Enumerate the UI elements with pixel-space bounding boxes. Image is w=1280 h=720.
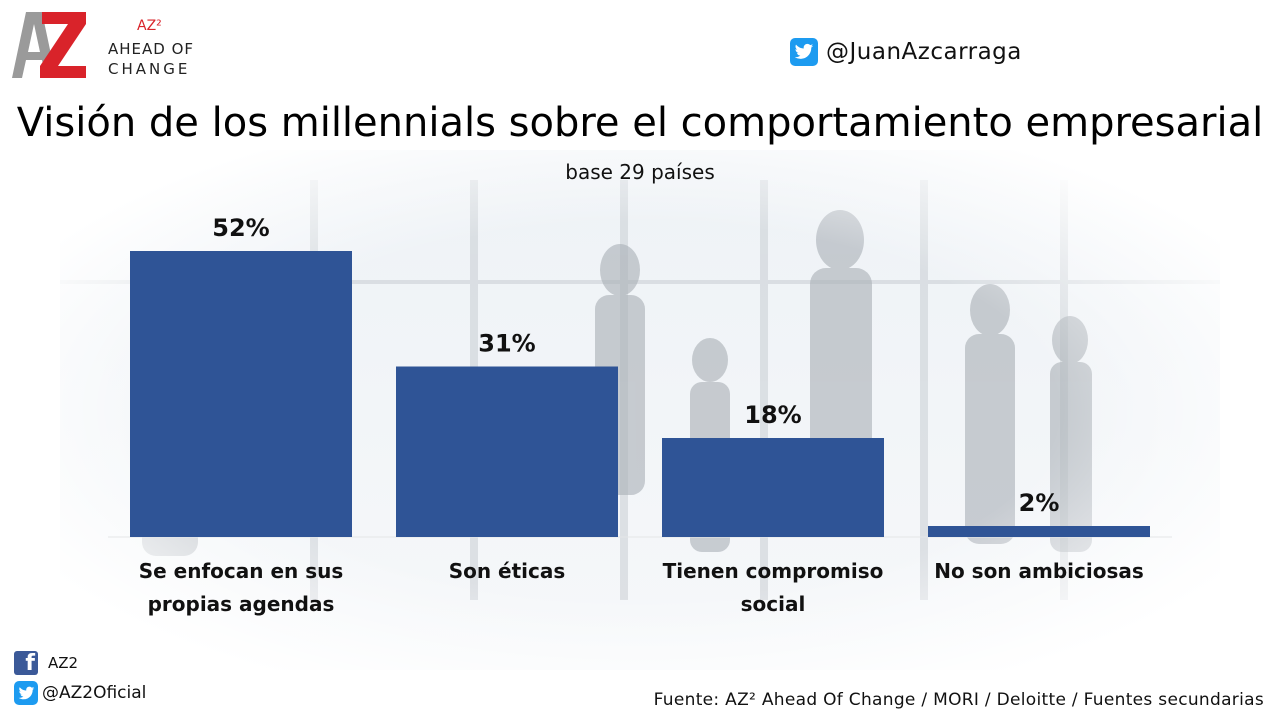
chart-title: Visión de los millennials sobre el compo… <box>16 100 1264 146</box>
social-links: f AZ2 @AZ2Oficial <box>14 648 146 708</box>
az2-logo: AZ² AHEAD OF CHANGE <box>12 12 202 82</box>
logo-superscript-text: AZ² <box>137 18 162 34</box>
category-label-0-line-1: propias agendas <box>148 592 335 616</box>
twitter-handle-top[interactable]: @JuanAzcarraga <box>790 36 1022 68</box>
twitter-handle-text: @JuanAzcarraga <box>826 39 1022 65</box>
facebook-name: AZ2 <box>48 654 79 672</box>
bar-1 <box>396 366 618 537</box>
value-label-1: 31% <box>478 330 535 358</box>
value-label-0: 52% <box>212 214 269 242</box>
source-note: Fuente: AZ² Ahead Of Change / MORI / Del… <box>653 690 1264 710</box>
category-label-1-line-0: Son éticas <box>449 559 566 583</box>
value-label-2: 18% <box>744 401 801 429</box>
chart-subtitle: base 29 países <box>565 160 715 184</box>
value-label-3: 2% <box>1019 489 1060 517</box>
bar-2 <box>662 438 884 537</box>
bar-0 <box>130 251 352 537</box>
twitter-link-bottom[interactable]: @AZ2Oficial <box>14 678 146 708</box>
category-label-2-line-1: social <box>741 592 806 616</box>
bar-3 <box>928 526 1150 537</box>
facebook-icon: f <box>14 651 38 675</box>
twitter-handle-bottom: @AZ2Oficial <box>42 683 147 703</box>
logo-tagline-line1: AHEAD OF <box>108 40 195 58</box>
logo-tagline-line2: CHANGE <box>108 60 191 78</box>
az2-logo-mark <box>12 12 86 78</box>
category-label-3-line-0: No son ambiciosas <box>934 559 1144 583</box>
facebook-link[interactable]: f AZ2 <box>14 648 146 678</box>
category-label-2-line-0: Tienen compromiso <box>663 559 884 583</box>
category-label-0-line-0: Se enfocan en sus <box>139 559 344 583</box>
twitter-icon <box>790 38 818 66</box>
twitter-icon <box>14 681 38 705</box>
